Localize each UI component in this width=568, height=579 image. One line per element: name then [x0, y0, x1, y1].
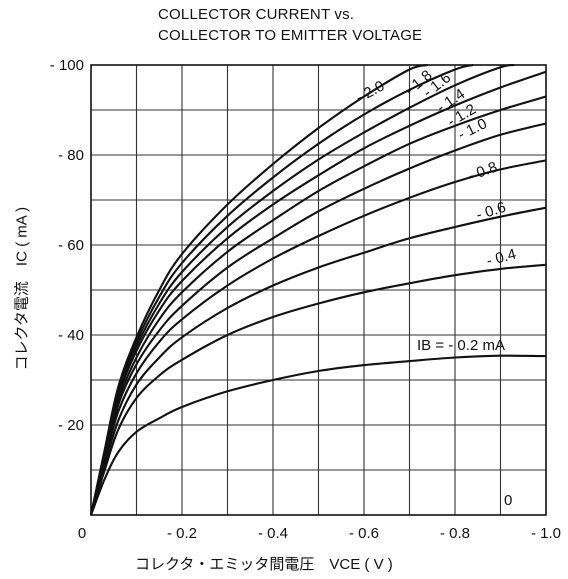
x-axis-label: コレクタ・エミッタ間電圧 VCE ( V ) — [135, 556, 393, 573]
x-tick-label: - 0.6 — [349, 525, 379, 542]
tick-labels: 0 - 0.2 - 0.4 - 0.6 - 0.8 - 1.0 - 20 - 40 - 60 - … — [50, 57, 561, 542]
x-tick-label: - 1.0 — [531, 525, 561, 542]
plot-frame — [90, 64, 547, 516]
x-tick-label: 0 — [78, 525, 86, 542]
curve-ib-4 — [89, 122, 547, 516]
x-tick-label: - 0.8 — [440, 525, 470, 542]
curve-ib-2 — [89, 206, 547, 516]
curve-ib-0 — [90, 354, 547, 516]
curve-label: - 0.4 — [485, 246, 518, 270]
curve-ib-6 — [89, 70, 547, 516]
curve-label: - 0.8 — [466, 159, 500, 185]
curve-group — [89, 63, 547, 516]
x-tick-label: - 0.2 — [167, 525, 197, 542]
chart-title-line2: COLLECTOR TO EMITTER VOLTAGE — [158, 27, 423, 44]
curve-ib-1 — [89, 263, 547, 516]
curve-ib-5 — [89, 95, 547, 516]
plot-grid — [90, 64, 547, 516]
curve-ib-3 — [89, 159, 547, 516]
y-tick-label: - 60 — [58, 237, 84, 254]
y-tick-label: - 40 — [58, 327, 84, 344]
curve-ib-9 — [89, 63, 428, 516]
x-tick-label: - 0.4 — [258, 525, 288, 542]
curve-label: - 2.0 — [353, 77, 387, 106]
y-tick-label: - 80 — [58, 147, 84, 164]
curve-label: IB = - 0.2 mA — [417, 337, 505, 354]
curve-label: - 0.6 — [474, 199, 508, 224]
y-tick-label: - 20 — [58, 417, 84, 434]
curve-label: 0 — [504, 492, 512, 509]
y-tick-label: - 100 — [50, 57, 84, 74]
chart-title-line1: COLLECTOR CURRENT vs. — [158, 6, 355, 23]
